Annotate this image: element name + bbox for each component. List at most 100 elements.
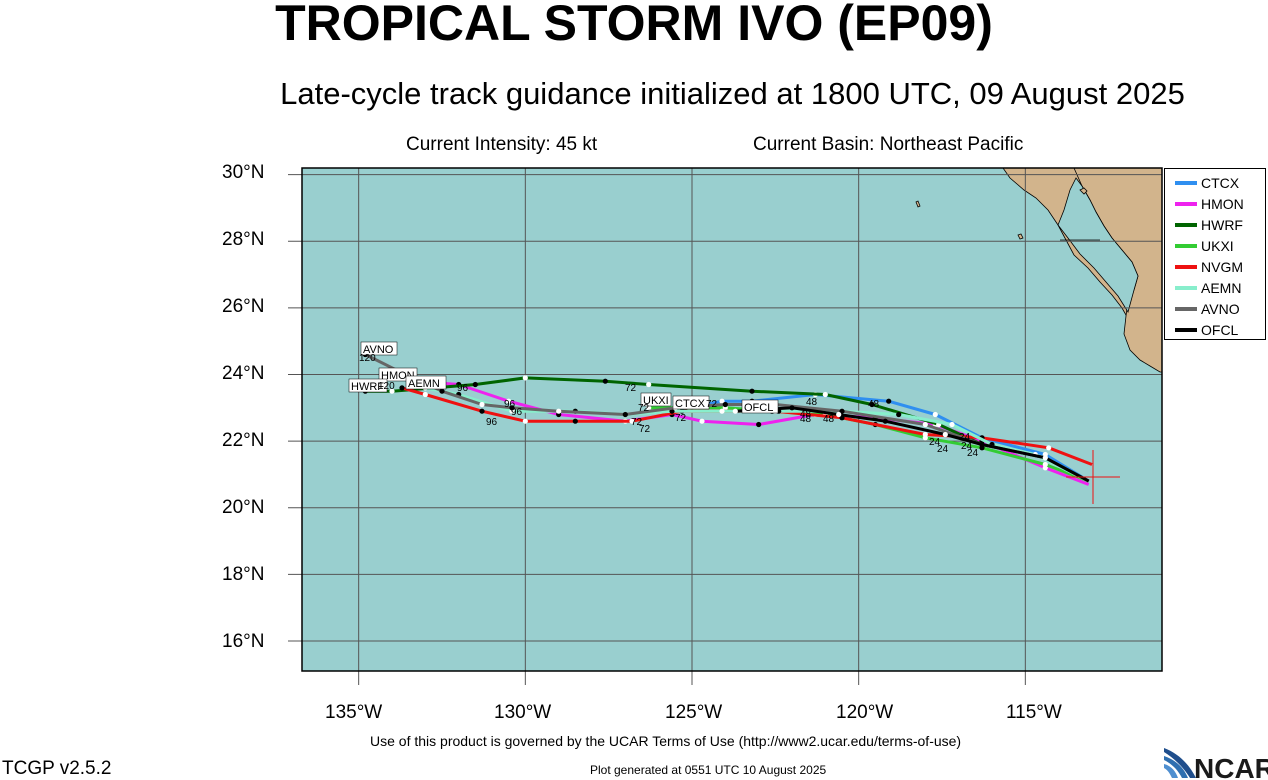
track-point-nvgm (399, 385, 405, 391)
lat-label: 22°N (222, 430, 265, 451)
legend-label: HWRF (1201, 217, 1243, 233)
legend-swatch (1175, 265, 1197, 269)
track-point-ofcl (836, 411, 842, 418)
legend-label: AVNO (1201, 301, 1240, 317)
hour-label: 72 (625, 383, 637, 394)
track-point-avno (722, 401, 728, 408)
track-lines (362, 351, 1093, 486)
legend-swatch (1175, 244, 1197, 248)
grid-lines (288, 168, 1162, 685)
track-point-ctcx (719, 398, 725, 404)
track-point-aemn (949, 421, 955, 428)
label-ofcl: OFCL (744, 402, 773, 414)
hour-label: 72 (706, 399, 718, 410)
track-point-hwrf (869, 401, 875, 408)
track-point-ctcx (886, 398, 892, 404)
gulf-water (1057, 177, 1139, 313)
map-ocean (302, 168, 1162, 671)
terms-of-use: Use of this product is governed by the U… (370, 733, 962, 749)
lon-label: 125°W (665, 702, 723, 723)
legend-swatch (1175, 307, 1197, 311)
hour-label: 96 (486, 417, 498, 428)
track-point-aemn (719, 408, 725, 414)
track-point-hwrf (749, 388, 755, 394)
label-ctcx: CTCX (675, 398, 706, 410)
label-ukxi: UKXI (643, 395, 669, 407)
hour-label: 96 (511, 407, 523, 418)
hour-label: 48 (823, 414, 835, 425)
legend-swatch (1175, 223, 1197, 227)
track-point-hwrf (646, 381, 652, 388)
track-point-avno (556, 408, 562, 414)
track-point-ofcl (732, 408, 738, 414)
lat-label: 30°N (222, 162, 265, 183)
legend-label: OFCL (1201, 322, 1239, 338)
track-point-ukxi (646, 405, 652, 411)
track-point-nvgm (572, 418, 578, 424)
hour-label: 24 (937, 444, 949, 455)
track-point-avno (509, 405, 515, 411)
track-point-hwrf (389, 388, 395, 394)
track-point-hmon (756, 421, 762, 428)
hour-label: 24 (967, 448, 979, 459)
island (1079, 187, 1088, 195)
lon-label: 120°W (836, 702, 894, 723)
legend-label: AEMN (1201, 280, 1242, 296)
lon-label: 115°W (1006, 702, 1062, 723)
track-point-ofcl (1042, 455, 1048, 461)
track-point-aemn (896, 411, 902, 418)
ncar-text: NCAR (1194, 753, 1268, 780)
lon-label: 135°W (325, 702, 383, 723)
lat-label: 20°N (222, 497, 265, 518)
label-hwrf: HWRF (351, 381, 384, 393)
map-frame (301, 167, 1163, 672)
legend-swatch (1175, 202, 1197, 206)
track-point-hwrf (472, 381, 478, 388)
track-point-nvgm (522, 418, 528, 424)
track-point-ukxi (1042, 461, 1048, 468)
lon-label: 130°W (494, 702, 552, 723)
track-point-nvgm (629, 418, 635, 424)
hour-label: 48 (800, 409, 812, 420)
label-aemn: AEMN (408, 378, 440, 390)
hour-label: 24 (929, 437, 941, 448)
hour-label: 48 (800, 414, 812, 425)
track-point-nvgm (422, 391, 428, 398)
legend-label: UKXI (1201, 238, 1234, 254)
generated-timestamp: Plot generated at 0551 UTC 10 August 202… (590, 763, 827, 777)
lat-label: 26°N (222, 296, 265, 317)
lat-label: 28°N (222, 229, 265, 250)
page-title: TROPICAL STORM IVO (EP09) (275, 0, 993, 51)
track-ofcl (735, 406, 1090, 483)
legend-label: CTCX (1201, 175, 1240, 191)
island (1017, 233, 1024, 240)
track-point-nvgm (479, 408, 485, 414)
version-label: TCGP v2.5.2 (2, 758, 112, 779)
lat-label: 24°N (222, 363, 265, 384)
track-point-nvgm (1046, 445, 1052, 451)
hour-label: 24 (961, 441, 973, 452)
track-point-avno (479, 401, 485, 408)
hour-label: 72 (638, 403, 650, 414)
track-point-ofcl (942, 431, 948, 438)
lat-label: 16°N (222, 631, 265, 652)
track-point-avno (922, 421, 928, 428)
legend-label: HMON (1201, 196, 1244, 212)
track-point-avno (839, 408, 845, 414)
hour-label: 72 (639, 424, 651, 435)
lat-label: 18°N (222, 564, 265, 585)
legend: CTCX HMON HWRF UKXI NVGM AEMN AVNO OFCL (1164, 168, 1266, 340)
legend-label: NVGM (1201, 259, 1243, 275)
track-point-ofcl (979, 441, 985, 448)
hour-label: 72 (631, 417, 643, 428)
hour-label: 24 (959, 432, 971, 443)
label-avno-hour: 120 (359, 353, 376, 364)
track-point-hwrf (602, 378, 608, 384)
track-point-ofcl (882, 418, 888, 424)
track-point-avno (439, 388, 445, 394)
island (915, 200, 921, 208)
track-point-hmon (506, 398, 512, 404)
track-point-nvgm (922, 431, 928, 438)
ncar-logo: NCAR (1164, 748, 1268, 780)
